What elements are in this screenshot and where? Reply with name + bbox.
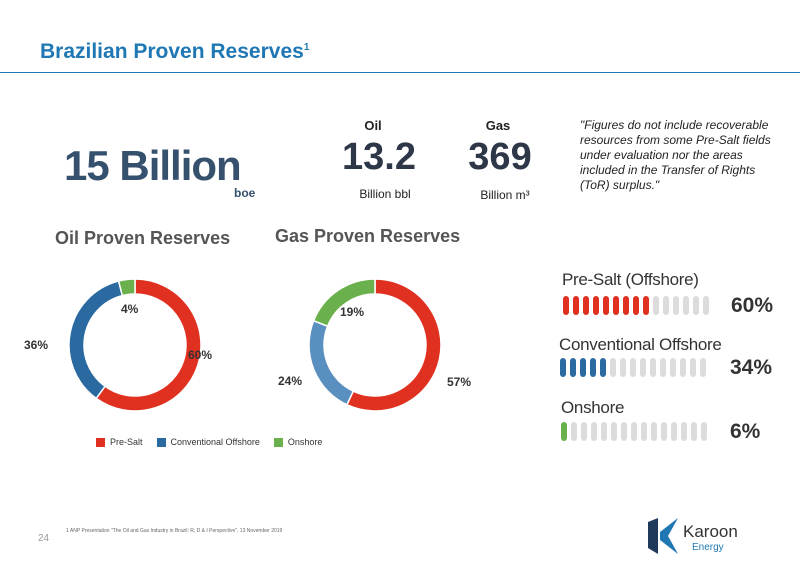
bar-tick-empty bbox=[640, 358, 646, 377]
disclaimer-quote: "Figures do not include recoverable reso… bbox=[580, 118, 771, 192]
oil-slice-conventional-offshore bbox=[68, 280, 124, 400]
bar-tick-filled bbox=[600, 358, 606, 377]
gas-value: 369 bbox=[468, 136, 532, 178]
total-reserves-unit: boe bbox=[234, 186, 256, 200]
chart-legend: Pre-Salt Conventional Offshore Onshore bbox=[96, 437, 336, 447]
bar-ticks-pre-salt bbox=[563, 296, 713, 315]
footnote: 1 ANP Presentation "The Oil and Gas Indu… bbox=[66, 528, 283, 534]
bar-tick-empty bbox=[681, 422, 687, 441]
legend-pre-salt: Pre-Salt bbox=[96, 437, 143, 447]
bar-tick-empty bbox=[690, 358, 696, 377]
bar-tick-empty bbox=[601, 422, 607, 441]
bar-tick-empty bbox=[701, 422, 707, 441]
bar-tick-empty bbox=[621, 422, 627, 441]
bar-tick-filled bbox=[633, 296, 639, 315]
bar-tick-filled bbox=[561, 422, 567, 441]
bar-label-onshore: Onshore bbox=[561, 398, 625, 417]
bar-tick-empty bbox=[693, 296, 699, 315]
bar-tick-filled bbox=[590, 358, 596, 377]
bar-tick-filled bbox=[560, 358, 566, 377]
legend-swatch-conventional bbox=[156, 437, 166, 447]
gas-donut bbox=[308, 278, 442, 412]
bar-tick-filled bbox=[603, 296, 609, 315]
bar-tick-empty bbox=[683, 296, 689, 315]
bar-pct-pre-salt: 60% bbox=[731, 294, 774, 317]
oil-unit: Billion bbl bbox=[359, 187, 411, 201]
bar-tick-empty bbox=[671, 422, 677, 441]
bar-tick-empty bbox=[630, 358, 636, 377]
bar-tick-empty bbox=[641, 422, 647, 441]
bar-tick-filled bbox=[563, 296, 569, 315]
page-title: Brazilian Proven Reserves1 bbox=[40, 40, 310, 63]
bar-tick-empty bbox=[700, 358, 706, 377]
bar-tick-empty bbox=[660, 358, 666, 377]
bar-tick-empty bbox=[691, 422, 697, 441]
oil-value: 13.2 bbox=[342, 136, 416, 178]
legend-onshore: Onshore bbox=[273, 437, 322, 447]
legend-swatch-pre-salt bbox=[96, 437, 105, 447]
karoon-logo-icon bbox=[648, 518, 678, 554]
gas-chart-title: Gas Proven Reserves bbox=[275, 226, 461, 246]
bar-tick-empty bbox=[610, 358, 616, 377]
bar-tick-empty bbox=[673, 296, 679, 315]
bar-tick-filled bbox=[580, 358, 586, 377]
oil-slice-onshore bbox=[117, 278, 136, 297]
logo-name: Karoon bbox=[683, 522, 738, 541]
gas-pre-salt-pct: 57% bbox=[447, 375, 472, 389]
oil-pre-salt-pct: 60% bbox=[188, 348, 213, 362]
bar-tick-filled bbox=[570, 358, 576, 377]
bar-tick-filled bbox=[643, 296, 649, 315]
bar-tick-empty bbox=[581, 422, 587, 441]
gas-slice-conventional-offshore bbox=[308, 319, 355, 406]
bar-tick-empty bbox=[680, 358, 686, 377]
bar-tick-empty bbox=[591, 422, 597, 441]
oil-onshore-pct: 4% bbox=[121, 302, 139, 316]
bar-tick-filled bbox=[593, 296, 599, 315]
bar-tick-empty bbox=[651, 422, 657, 441]
bar-tick-empty bbox=[611, 422, 617, 441]
total-reserves-value: 15 Billion bbox=[64, 142, 242, 189]
bar-tick-empty bbox=[620, 358, 626, 377]
page-number: 24 bbox=[38, 533, 50, 544]
bar-tick-empty bbox=[703, 296, 709, 315]
bar-tick-filled bbox=[583, 296, 589, 315]
bar-tick-empty bbox=[631, 422, 637, 441]
bar-tick-empty bbox=[670, 358, 676, 377]
gas-onshore-pct: 19% bbox=[340, 305, 365, 319]
oil-conventional-pct: 36% bbox=[24, 338, 49, 352]
bar-label-pre-salt: Pre-Salt (Offshore) bbox=[562, 270, 699, 289]
bar-tick-filled bbox=[573, 296, 579, 315]
title-divider bbox=[0, 72, 800, 73]
oil-label: Oil bbox=[364, 118, 382, 133]
bar-tick-empty bbox=[571, 422, 577, 441]
oil-chart-title: Oil Proven Reserves bbox=[55, 228, 231, 248]
bar-pct-onshore: 6% bbox=[730, 420, 761, 443]
bar-tick-empty bbox=[650, 358, 656, 377]
gas-conventional-pct: 24% bbox=[278, 374, 303, 388]
bar-tick-filled bbox=[623, 296, 629, 315]
bar-tick-filled bbox=[613, 296, 619, 315]
legend-conventional-offshore: Conventional Offshore bbox=[156, 437, 260, 447]
bar-tick-empty bbox=[661, 422, 667, 441]
gas-unit: Billion m³ bbox=[480, 188, 530, 202]
logo-sub: Energy bbox=[692, 542, 724, 553]
oil-donut bbox=[68, 278, 202, 412]
bar-pct-conventional: 34% bbox=[730, 356, 773, 379]
bar-tick-empty bbox=[653, 296, 659, 315]
gas-label: Gas bbox=[485, 118, 511, 133]
bar-ticks-conventional bbox=[560, 358, 710, 377]
bar-tick-empty bbox=[663, 296, 669, 315]
bar-label-conventional: Conventional Offshore bbox=[559, 335, 722, 354]
legend-swatch-onshore bbox=[273, 437, 283, 447]
bar-ticks-onshore bbox=[561, 422, 711, 441]
gas-slice-onshore bbox=[312, 278, 376, 328]
gas-slice-pre-salt bbox=[345, 278, 442, 412]
